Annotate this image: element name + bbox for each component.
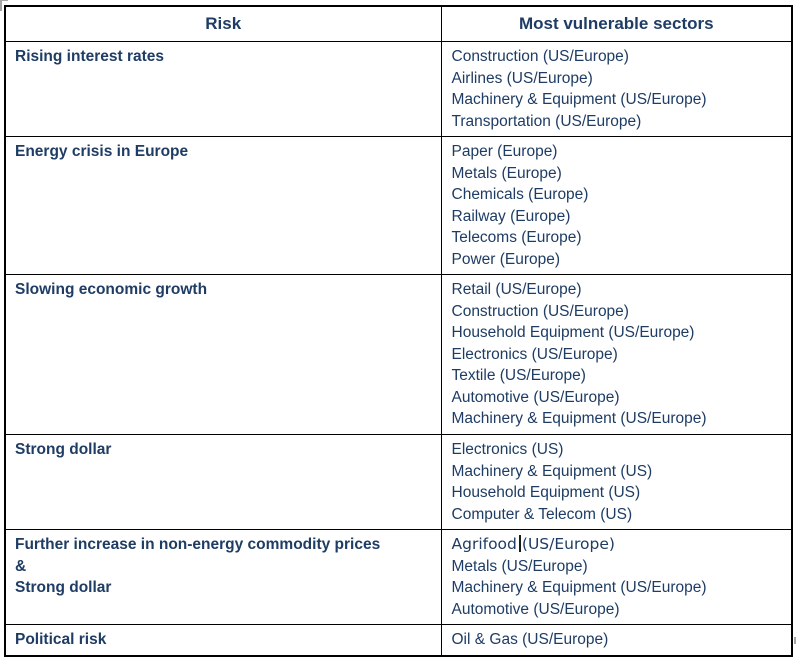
sectors-column-header: Most vulnerable sectors bbox=[440, 5, 793, 42]
sector-item: Construction (US/Europe) bbox=[451, 48, 629, 65]
sector-item: Oil & Gas (US/Europe) bbox=[451, 631, 609, 648]
sector-item: Machinery & Equipment (US) bbox=[451, 462, 653, 480]
sector-item: Transportation (US/Europe) bbox=[451, 112, 642, 130]
sector-item: Construction (US/Europe) bbox=[451, 302, 629, 320]
risk-cell: Energy crisis in Europe bbox=[4, 136, 442, 275]
sectors-cell: Oil & Gas (US/Europe) bbox=[440, 624, 793, 656]
risk-label: Political risk bbox=[15, 631, 107, 648]
risk-label: Further increase in non-energy commodity… bbox=[15, 536, 381, 553]
sector-item: Textile (US/Europe) bbox=[451, 367, 586, 384]
table-row: Slowing economic growth Retail (US/Europe… bbox=[4, 274, 793, 435]
sector-item: Household Equipment (US/Europe) bbox=[451, 324, 695, 341]
sector-item: Machinery & Equipment (US/Europe) bbox=[451, 91, 707, 108]
sector-item: Machinery & Equipment (US/Europe) bbox=[451, 410, 707, 427]
risk-table: Risk Most vulnerable sectors Rising inte… bbox=[4, 5, 793, 657]
sector-item-text: Agrifood bbox=[451, 535, 517, 553]
sector-item: Computer & Telecom (US) bbox=[451, 505, 633, 523]
risk-cell: Slowing economic growth bbox=[4, 274, 442, 435]
risk-label: Strong dollar bbox=[15, 441, 112, 458]
table-row: Rising interest rates Construction (US/Eu… bbox=[4, 41, 793, 137]
sectors-cell: Construction (US/Europe) Airlines (US/Eur… bbox=[440, 41, 793, 137]
risk-cell: Further increase in non-energy commodity… bbox=[4, 529, 442, 625]
sector-item-text: (US/Europe) bbox=[521, 535, 615, 553]
risk-cell: Rising interest rates bbox=[4, 41, 442, 137]
sectors-cell: Retail (US/Europe) Construction (US/Europ… bbox=[440, 274, 793, 435]
text-cursor bbox=[518, 535, 521, 552]
sector-item: Metals (Europe) bbox=[451, 164, 562, 182]
screenshot-edge-artifact-top-left bbox=[0, 0, 8, 11]
sectors-cell: Electronics (US) Machinery & Equipment (U… bbox=[440, 434, 793, 530]
header-row: Risk Most vulnerable sectors bbox=[4, 5, 793, 42]
table-row: Strong dollar Electronics (US) Machinery &… bbox=[4, 434, 793, 530]
sector-item: Power (Europe) bbox=[451, 250, 561, 268]
risk-label: Strong dollar bbox=[15, 579, 112, 596]
risk-cell: Political risk bbox=[4, 624, 442, 656]
sector-item: Electronics (US/Europe) bbox=[451, 345, 618, 363]
sector-item: Household Equipment (US) bbox=[451, 484, 641, 501]
risk-label: Rising interest rates bbox=[15, 48, 165, 65]
sector-item: Paper (Europe) bbox=[451, 143, 558, 160]
risk-label: Slowing economic growth bbox=[15, 281, 208, 298]
table-row: Energy crisis in Europe Paper (Europe) Met… bbox=[4, 136, 793, 275]
sector-item: Machinery & Equipment (US/Europe) bbox=[451, 579, 707, 596]
risk-column-header: Risk bbox=[4, 5, 442, 42]
risk-label: & bbox=[15, 557, 27, 575]
sector-item: Chemicals (Europe) bbox=[451, 186, 589, 203]
sector-item: Railway (Europe) bbox=[451, 207, 571, 225]
sector-item: Automotive (US/Europe) bbox=[451, 388, 620, 406]
risk-label: Energy crisis in Europe bbox=[15, 143, 189, 160]
sector-item: Retail (US/Europe) bbox=[451, 281, 582, 298]
sector-item: Airlines (US/Europe) bbox=[451, 69, 593, 87]
sectors-cell: Paper (Europe) Metals (Europe) Chemicals (… bbox=[440, 136, 793, 275]
sector-item: Telecoms (Europe) bbox=[451, 229, 582, 246]
screenshot-edge-artifact-bottom-right bbox=[794, 637, 796, 644]
sector-item: Agrifood (US/Europe) bbox=[452, 534, 784, 556]
sector-item: Electronics (US) bbox=[451, 441, 564, 458]
table-row: Political risk Oil & Gas (US/Europe) bbox=[4, 624, 793, 656]
sectors-cell[interactable]: Agrifood (US/Europe) Metals (US/Europe) Mac… bbox=[440, 529, 793, 625]
sector-item: Automotive (US/Europe) bbox=[451, 600, 620, 618]
sector-item: Metals (US/Europe) bbox=[451, 557, 588, 575]
table-row: Further increase in non-energy commodity… bbox=[4, 529, 793, 625]
risk-cell: Strong dollar bbox=[4, 434, 442, 530]
